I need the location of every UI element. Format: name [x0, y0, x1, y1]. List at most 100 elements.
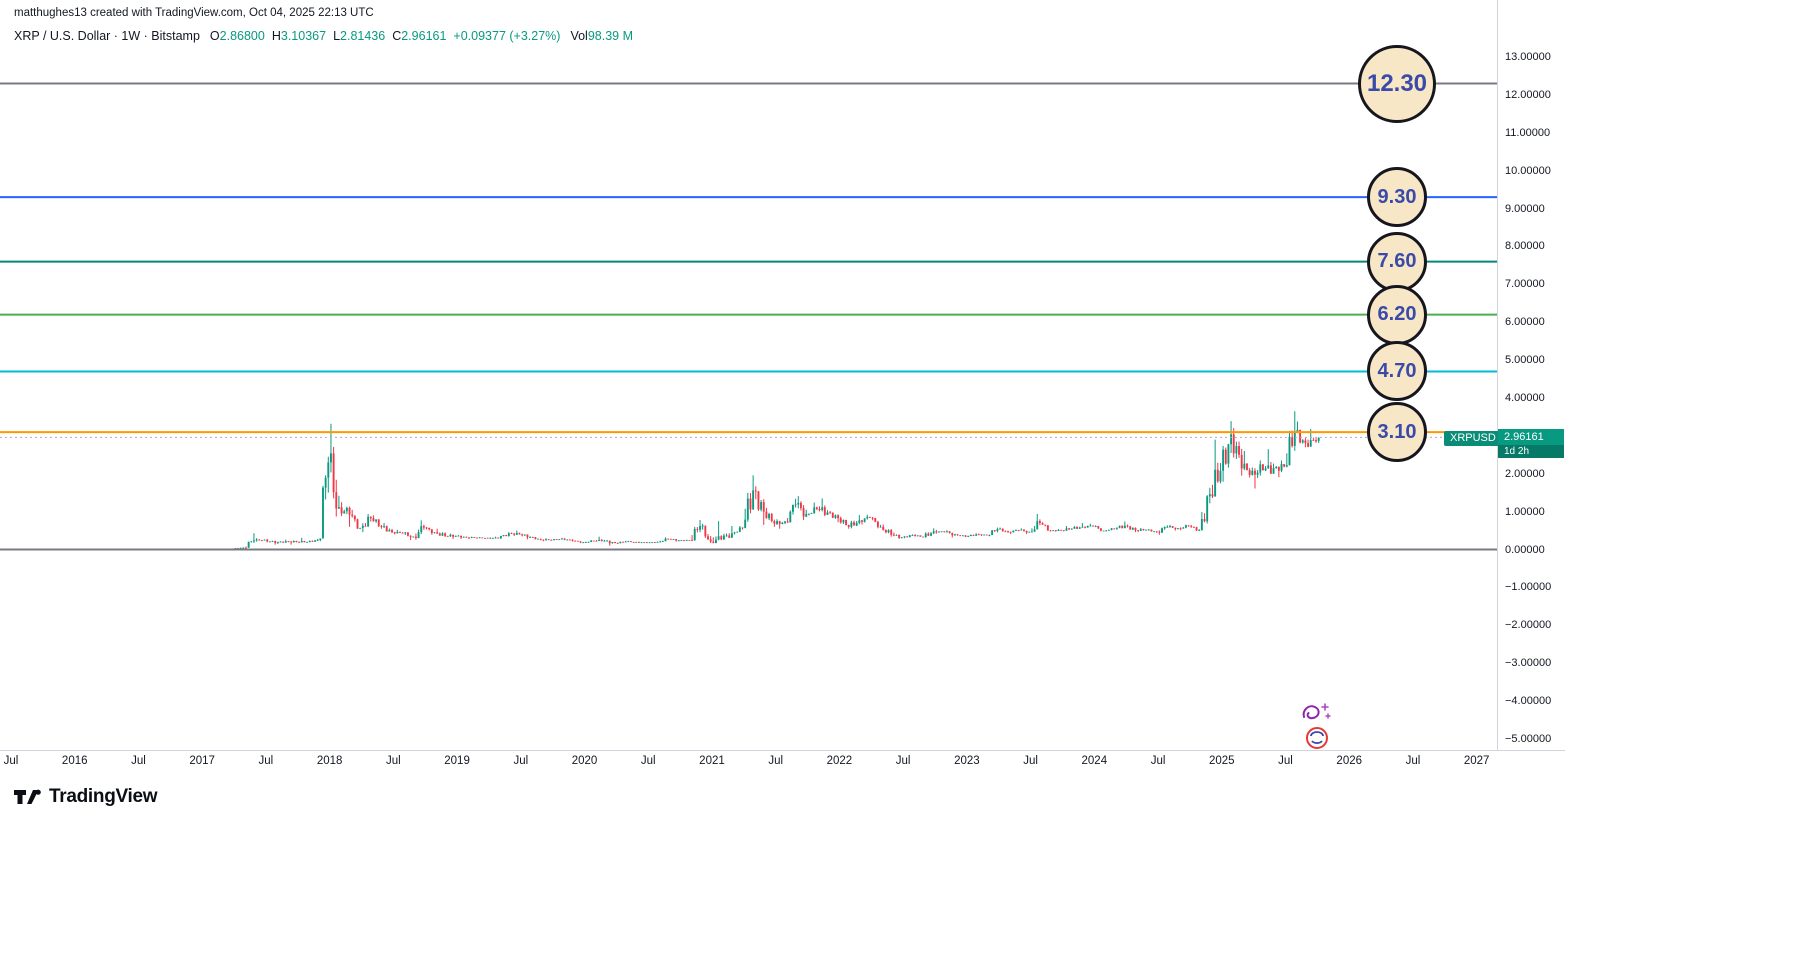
level-badge-4-70[interactable]: 4.70 [1367, 341, 1427, 402]
candle-body [489, 537, 492, 539]
candle-body [513, 533, 516, 535]
candle-body [484, 537, 486, 539]
price-axis[interactable]: 13.00000 12.00000 11.00000 10.00000 9.00000 8… [1497, 0, 1565, 750]
price-tick: 1.00000 [1505, 505, 1545, 518]
candle-body [953, 534, 956, 536]
candle-body [916, 535, 919, 537]
sticker-swirl-icon[interactable] [1301, 701, 1331, 724]
level-badge-7-60[interactable]: 7.60 [1367, 231, 1427, 292]
level-badge-3-10[interactable]: 3.10 [1367, 402, 1427, 463]
candle-body [1216, 469, 1219, 482]
tradingview-logo-icon[interactable] [14, 786, 41, 808]
candle-body [1288, 437, 1291, 466]
candle-body [324, 477, 327, 488]
candle-body [855, 522, 858, 526]
tradingview-wordmark[interactable]: TradingView [49, 786, 158, 807]
candle-body [1004, 531, 1007, 533]
time-tick: Jul [3, 755, 19, 767]
candle-body [268, 541, 271, 543]
sticker-emoji-icon[interactable] [1305, 726, 1329, 750]
candle-body [728, 535, 731, 538]
candle-body [460, 535, 463, 538]
candle-body [542, 539, 545, 541]
candle-body [531, 537, 534, 538]
candle-body [433, 532, 436, 534]
candle-body [749, 498, 752, 510]
candle-body [1283, 464, 1286, 467]
candle-body [539, 538, 542, 540]
candle-body [1094, 526, 1097, 527]
candle-body [1041, 523, 1044, 525]
candle-body [866, 516, 869, 519]
volume-value: 98.39 M [587, 29, 634, 43]
current-price-label: 2.96161 [1498, 429, 1564, 445]
candle-body [1269, 465, 1272, 474]
close-label: C [392, 29, 402, 43]
level-badge-12-30[interactable]: 12.30 [1358, 44, 1436, 123]
chart-canvas[interactable] [0, 0, 1497, 750]
volume-label: Vol [570, 29, 588, 43]
time-tick: 2022 [826, 755, 853, 767]
chart-area[interactable]: XRP / U.S. Dollar · 1W · Bitstamp O2.8680… [0, 0, 1565, 772]
price-tick: 0.00000 [1505, 543, 1545, 556]
candle-body [651, 542, 654, 544]
price-tick: 8.00000 [1505, 240, 1545, 253]
candle-body [630, 541, 632, 543]
candle-body [1081, 526, 1084, 528]
candle-body [457, 535, 460, 537]
candle-body [292, 540, 295, 543]
candle-body [505, 535, 508, 536]
candle-body [306, 541, 309, 543]
candle-body [330, 453, 332, 463]
candle-body [303, 540, 306, 543]
candle-body [821, 507, 824, 511]
level-badge-9-30[interactable]: 9.30 [1367, 167, 1427, 228]
candle-body [1277, 467, 1280, 471]
candle-body [298, 541, 301, 543]
candle-body [688, 540, 691, 541]
candle-body [454, 535, 457, 537]
candle-body [672, 539, 675, 540]
price-tick: −1.00000 [1505, 581, 1552, 594]
candle-body [558, 539, 561, 541]
candle-body [1296, 429, 1299, 433]
candle-body [1309, 440, 1312, 447]
time-tick: Jul [131, 755, 146, 767]
candle-body [1304, 440, 1307, 444]
candle-body [903, 536, 906, 538]
candle-body [643, 542, 646, 544]
candle-body [1155, 531, 1158, 533]
candle-body [813, 507, 816, 514]
candle-body [805, 513, 808, 517]
candle-body [635, 541, 638, 543]
level-badge-6-20[interactable]: 6.20 [1367, 284, 1427, 345]
candle-body [722, 535, 725, 540]
candle-body [239, 547, 242, 549]
candle-body [1312, 440, 1315, 441]
price-tick: 2.00000 [1505, 467, 1545, 480]
candle-body [930, 533, 932, 536]
candle-body [776, 521, 778, 524]
high-label: H [271, 29, 281, 43]
candle-body [1261, 464, 1264, 471]
candle-body [510, 533, 513, 535]
candle-body [507, 533, 510, 536]
candle-body [1230, 434, 1233, 445]
candle-body [1256, 472, 1259, 475]
candle-body [1084, 526, 1086, 528]
time-axis[interactable]: Jul 2016 Jul 2017 Jul 2018 Jul 2019 Jul 2020 Jul 20… [0, 750, 1565, 772]
time-tick: 2018 [316, 755, 343, 767]
candle-body [308, 540, 311, 542]
candle-body [436, 532, 439, 534]
time-tick: 2023 [954, 755, 980, 767]
candle-body [685, 540, 688, 541]
candle-body [1102, 530, 1105, 532]
candle-body [1086, 526, 1089, 528]
candle-body [359, 527, 362, 529]
candle-body [876, 521, 879, 527]
candle-body [1224, 449, 1227, 464]
candle-body [1240, 454, 1243, 469]
candle-body [829, 512, 832, 514]
candle-body [906, 536, 909, 538]
open-label: O [209, 29, 220, 43]
